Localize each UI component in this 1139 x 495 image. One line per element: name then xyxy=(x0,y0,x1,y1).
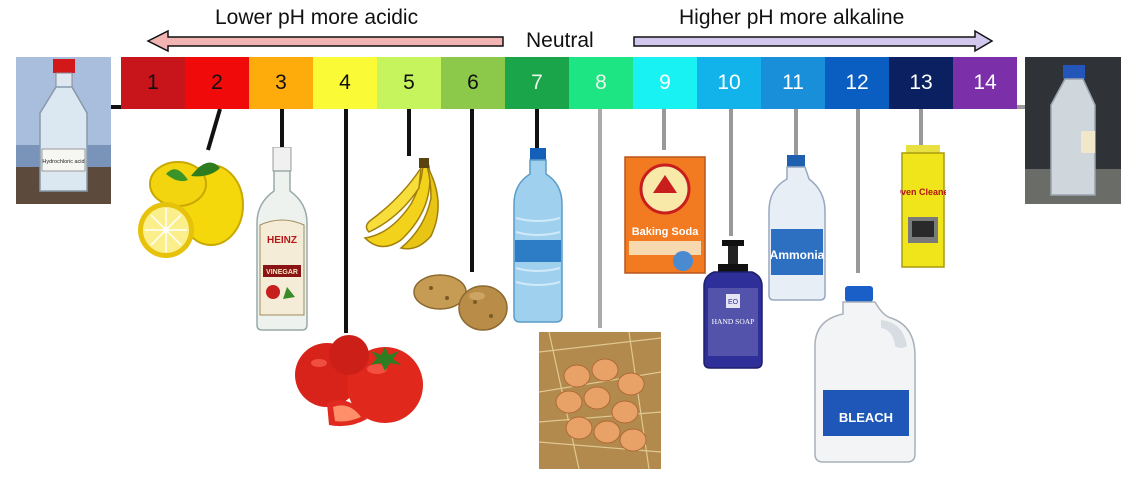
ph-cell-5: 5 xyxy=(377,57,441,109)
potato-icon xyxy=(413,272,508,334)
ph-value: 6 xyxy=(467,71,479,94)
acid-label-text: Hydrochloric acid xyxy=(42,159,84,165)
alkaline-label: Higher pH more alkaline xyxy=(679,6,905,29)
bleach-label-text: BLEACH xyxy=(839,410,893,425)
ph-value: 10 xyxy=(717,71,741,94)
ph-value: 3 xyxy=(275,71,287,94)
ph-value: 14 xyxy=(973,71,997,94)
oven-cleaner-label: Oven Cleaner xyxy=(900,187,946,197)
eggs-icon xyxy=(539,332,661,469)
hand-soap-icon: EO HAND SOAP xyxy=(700,236,766,370)
neutral-label: Neutral xyxy=(526,29,594,52)
baking-soda-label-text: Baking Soda xyxy=(632,226,700,238)
ammonia-jug-icon: Ammonia xyxy=(765,155,829,301)
ph-value: 8 xyxy=(595,71,607,94)
base-bottle-icon xyxy=(1025,57,1121,204)
vinegar-label-text: VINEGAR xyxy=(266,269,298,276)
ph-value: 5 xyxy=(403,71,415,94)
ph-value: 1 xyxy=(147,71,159,94)
alkaline-arrow xyxy=(633,29,994,53)
soap-brand-text: EO xyxy=(728,299,739,306)
ph-cell-8: 8 xyxy=(569,57,633,109)
ph-cell-4: 4 xyxy=(313,57,377,109)
ph-value: 2 xyxy=(211,71,223,94)
acidic-label: Lower pH more acidic xyxy=(215,6,419,29)
oven-cleaner-label-text: Oven Cleaner xyxy=(900,187,946,197)
ammonia-label-text: Ammonia xyxy=(770,248,825,262)
oven-cleaner-can-icon: Oven Cleaner xyxy=(900,145,946,269)
ph-cell-10: 10 xyxy=(697,57,761,109)
ph-cell-3: 3 xyxy=(249,57,313,109)
bleach-jug-icon: BLEACH xyxy=(811,286,919,464)
ph-scale: 1 2 3 4 5 6 7 8 9 10 11 12 13 14 xyxy=(121,57,1017,109)
ph-value: 7 xyxy=(531,71,543,94)
ph-value: 13 xyxy=(909,71,933,94)
ph-cell-12: 12 xyxy=(825,57,889,109)
wire-lemon xyxy=(206,108,222,151)
lemon-icon xyxy=(136,150,248,262)
vinegar-bottle-icon: HEINZ VINEGAR xyxy=(253,147,311,331)
ph-cell-14: 14 xyxy=(953,57,1017,109)
soap-label-text: HAND SOAP xyxy=(712,317,755,326)
acidic-arrow xyxy=(146,29,504,53)
ph-value: 12 xyxy=(845,71,869,94)
ph-cell-7: 7 xyxy=(505,57,569,109)
baking-soda-box-icon: Baking Soda xyxy=(623,155,707,275)
ph-cell-1: 1 xyxy=(121,57,185,109)
ph-cell-2: 2 xyxy=(185,57,249,109)
ph-cell-9: 9 xyxy=(633,57,697,109)
ph-cell-13: 13 xyxy=(889,57,953,109)
ph-value: 11 xyxy=(782,71,804,94)
acid-bottle-icon: Hydrochloric acid xyxy=(16,57,111,204)
banana-icon xyxy=(361,158,451,254)
ph-value: 9 xyxy=(659,71,671,94)
ph-cell-6: 6 xyxy=(441,57,505,109)
water-bottle-icon xyxy=(510,148,566,323)
ph-value: 4 xyxy=(339,71,351,94)
tomato-icon xyxy=(289,333,429,430)
vinegar-brand-text: HEINZ xyxy=(267,235,297,246)
ph-cell-11: 11 xyxy=(761,57,825,109)
